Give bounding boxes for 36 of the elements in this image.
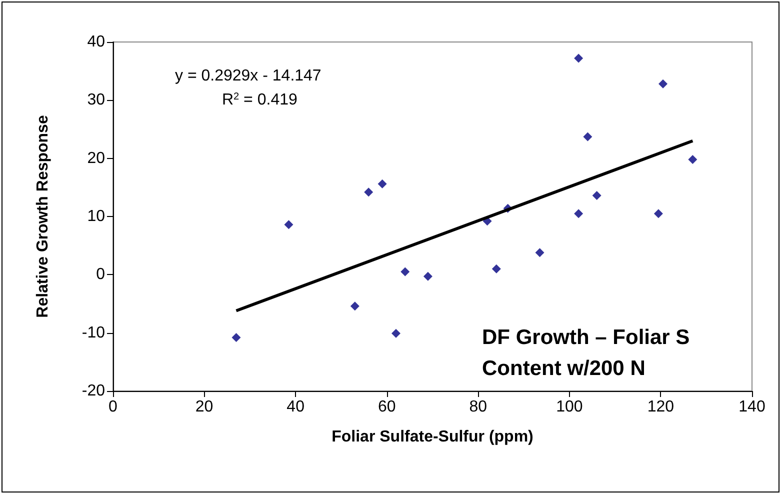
point bbox=[378, 179, 387, 188]
point bbox=[364, 188, 374, 197]
y-tick-label: 40 bbox=[87, 34, 106, 50]
x-tick-label: 140 bbox=[738, 398, 766, 416]
y-tick-label: -10 bbox=[82, 324, 106, 342]
point bbox=[391, 328, 400, 338]
point bbox=[423, 272, 432, 281]
point bbox=[654, 209, 663, 218]
x-tick-label: 80 bbox=[469, 398, 488, 416]
annotation: DF Growth – Foliar S Content w/200 N bbox=[482, 326, 690, 380]
y-axis-title: Relative Growth Response bbox=[34, 115, 52, 318]
x-tick-label: 120 bbox=[647, 398, 674, 416]
point bbox=[350, 302, 360, 311]
point bbox=[574, 209, 584, 218]
point bbox=[284, 220, 294, 230]
point bbox=[583, 132, 592, 142]
x-tick-label: 40 bbox=[286, 398, 305, 416]
point bbox=[232, 332, 241, 342]
point bbox=[574, 54, 584, 63]
point bbox=[400, 267, 410, 276]
x-tick-label: 20 bbox=[195, 398, 214, 416]
point bbox=[658, 79, 668, 88]
point bbox=[592, 191, 602, 200]
point bbox=[492, 264, 501, 274]
y-tick-label: 20 bbox=[87, 150, 106, 167]
x-axis-title: Foliar Sulfate-Sulfur (ppm) bbox=[332, 428, 534, 446]
y-tick-label: 30 bbox=[87, 92, 106, 109]
x-tick-label: 60 bbox=[378, 398, 396, 416]
y-tick-label: 10 bbox=[87, 208, 106, 225]
point bbox=[688, 154, 698, 164]
y-tick-label: -20 bbox=[82, 382, 106, 400]
x-tick-label: 100 bbox=[556, 398, 583, 416]
y-tick-label: 0 bbox=[96, 266, 106, 284]
annotation: y = 0.2929x - 14.147 bbox=[175, 68, 322, 84]
x-tick-label: 0 bbox=[108, 398, 118, 416]
point bbox=[535, 248, 544, 258]
